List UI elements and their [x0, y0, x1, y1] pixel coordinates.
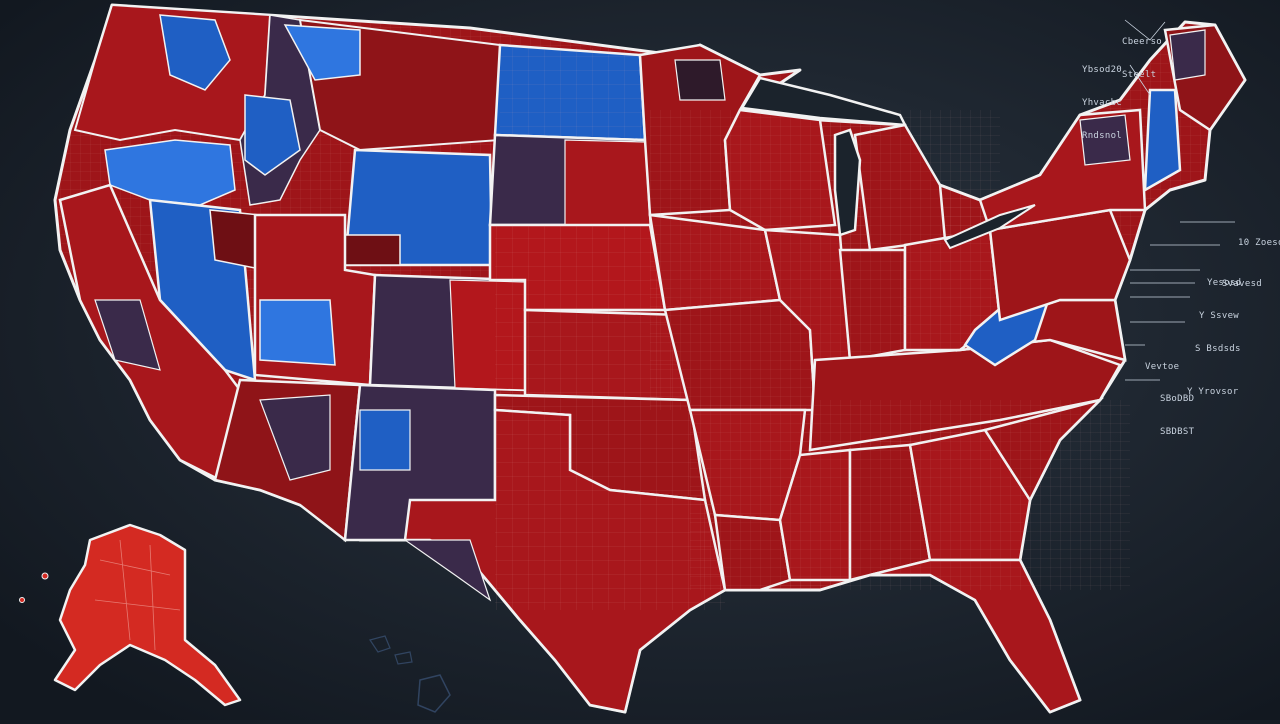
hawaii-island — [369, 635, 391, 653]
alaska — [19, 523, 242, 707]
callout-line: Rndsnol — [1082, 131, 1123, 141]
leader-line — [1124, 19, 1166, 41]
callout-line: S Bsdsds — [1195, 344, 1241, 354]
arizona-blue — [259, 394, 331, 481]
callout-east-4: SBoDBD SBDBST — [1160, 372, 1194, 460]
california-region — [58, 183, 242, 482]
california-purple — [94, 299, 161, 371]
hawaii-island — [417, 674, 451, 713]
new-york-purple — [1079, 114, 1131, 166]
callout-line: Y Yrovsor — [1187, 387, 1239, 397]
texas-purple-west — [403, 539, 492, 602]
vermont-nh-blue — [1143, 88, 1182, 193]
utah-blue — [259, 299, 336, 366]
callout-line: Ybsod20 — [1082, 65, 1123, 75]
callout-line: Cbeerso — [1122, 37, 1163, 47]
lake-superior — [739, 76, 908, 127]
minnesota-purple — [674, 59, 726, 101]
callout-line: 10 Zoeso — [1238, 238, 1280, 248]
oregon-blue-counties — [104, 139, 236, 206]
callout-line: Y Ssvew — [1199, 311, 1240, 321]
callout-line: SBDBST — [1160, 427, 1195, 437]
idaho-blue — [244, 94, 301, 176]
callout-line: Yesosd — [1207, 278, 1242, 288]
north-dakota-grid — [500, 48, 642, 138]
washington-blue-counties — [159, 14, 231, 91]
callout-east-2: Yesosd Y Ssvew S Bsdsds Y Yrovsor — [1187, 256, 1242, 420]
alaska-outline — [53, 523, 242, 707]
leader-line — [1129, 64, 1151, 96]
callout-east-1: 10 Zoeso Svavesd — [1222, 216, 1280, 312]
callout-line: Yhvacbc — [1082, 98, 1123, 108]
south-dakota-red — [564, 139, 651, 226]
maine-purple — [1169, 29, 1206, 81]
lake-erie — [943, 204, 1036, 250]
callout-line: SBoDBD — [1160, 394, 1195, 404]
hawaii-island — [394, 651, 413, 665]
callout-line: Vevtoe — [1145, 362, 1180, 372]
great-lakes — [739, 76, 1036, 250]
lake-michigan — [833, 128, 862, 237]
callout-leaders — [1124, 19, 1235, 381]
alaska-county-lines — [94, 539, 181, 651]
callout-line: Steelt — [1122, 70, 1157, 80]
montana-blue — [283, 24, 361, 81]
wyoming-red-strip — [344, 234, 401, 266]
aleutian-island — [41, 572, 49, 580]
callout-east-3: Vevtoe — [1145, 340, 1179, 395]
callout-line: Svavesd — [1222, 279, 1263, 289]
callout-northeast-1: Cbeerso Steelt — [1122, 15, 1162, 103]
south-county-grid — [690, 400, 1130, 590]
hawaii — [369, 635, 451, 713]
aleutian-island — [19, 597, 25, 603]
callout-northeast-2: Ybsod20 Yhvacbc Rndsnol — [1082, 43, 1122, 164]
lower-48-states — [53, 3, 1247, 714]
new-mexico-blue — [359, 409, 411, 471]
